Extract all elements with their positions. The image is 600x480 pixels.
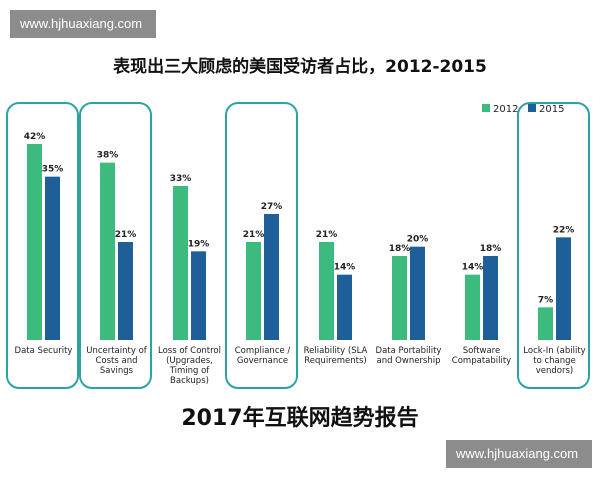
category-label-4-1: Requirements) (304, 356, 366, 366)
bar-label-2012-6: 14% (462, 263, 484, 273)
category-label-2-0: Loss of Control (158, 346, 221, 356)
bar-label-2012-0: 42% (24, 132, 46, 142)
watermark-banner-top: www.hjhuaxiang.com (10, 10, 156, 38)
legend-label-2015: 2015 (539, 104, 564, 115)
category-label-7-2: vendors) (536, 366, 573, 376)
bar-label-2012-4: 21% (316, 230, 338, 240)
bar-2012-3 (246, 242, 261, 340)
bar-2015-7 (556, 237, 571, 340)
category-label-2-3: Backups) (170, 376, 209, 386)
category-label-7-1: to change (533, 356, 576, 366)
bar-2012-5 (392, 256, 407, 340)
bar-2015-1 (118, 242, 133, 340)
watermark-banner-bottom: www.hjhuaxiang.com (446, 440, 592, 468)
bar-2015-4 (337, 274, 352, 340)
bar-label-2015-0: 35% (42, 165, 64, 175)
category-label-2-1: (Upgrades, (166, 356, 213, 366)
bar-2015-6 (483, 256, 498, 340)
highlight-frame-7 (517, 102, 590, 389)
category-label-6-0: Software (463, 346, 500, 356)
legend-swatch-2012 (482, 104, 490, 112)
category-label-0-0: Data Security (15, 346, 73, 356)
category-label-3-0: Compliance / (235, 346, 291, 356)
bar-2015-0 (45, 176, 60, 340)
category-label-5-0: Data Portability (376, 346, 442, 356)
category-label-1-2: Savings (100, 366, 134, 376)
category-label-2-2: Timing of (169, 366, 211, 376)
category-label-4-0: Reliability (SLA (304, 346, 368, 356)
bar-label-2015-4: 14% (334, 263, 356, 273)
category-label-3-1: Governance (237, 356, 288, 366)
bar-label-2015-5: 20% (407, 235, 429, 245)
bar-2015-3 (264, 214, 279, 340)
chart-title: 表现出三大顾虑的美国受访者占比，2012-2015 (113, 57, 487, 77)
bar-2012-0 (27, 144, 42, 340)
bar-2015-5 (410, 246, 425, 340)
report-title: 2017年互联网趋势报告 (181, 406, 419, 431)
category-label-1-0: Uncertainty of (86, 346, 148, 356)
category-label-7-0: Lock-In (ability (523, 346, 585, 356)
legend-swatch-2015 (528, 104, 536, 112)
bar-2012-1 (100, 162, 115, 340)
bar-2012-2 (173, 186, 188, 340)
category-label-1-1: Costs and (95, 356, 137, 366)
bar-2012-6 (465, 274, 480, 340)
bar-label-2015-7: 22% (553, 225, 575, 235)
bar-label-2012-5: 18% (389, 244, 411, 254)
legend-label-2012: 2012 (493, 104, 518, 115)
bar-2012-7 (538, 307, 553, 340)
bar-label-2012-1: 38% (97, 151, 119, 161)
bar-label-2012-2: 33% (170, 174, 192, 184)
bar-2012-4 (319, 242, 334, 340)
bar-label-2012-7: 7% (538, 295, 553, 305)
highlight-frame-1 (79, 102, 152, 389)
category-label-6-1: Compatability (452, 356, 511, 366)
category-label-5-1: and Ownership (376, 356, 440, 366)
bar-2015-2 (191, 251, 206, 340)
bar-label-2015-2: 19% (188, 239, 210, 249)
bar-label-2015-3: 27% (261, 202, 283, 212)
highlight-frame-0 (6, 102, 79, 389)
bar-label-2012-3: 21% (243, 230, 265, 240)
highlight-frame-3 (225, 102, 298, 389)
bar-label-2015-6: 18% (480, 244, 502, 254)
bar-label-2015-1: 21% (115, 230, 137, 240)
